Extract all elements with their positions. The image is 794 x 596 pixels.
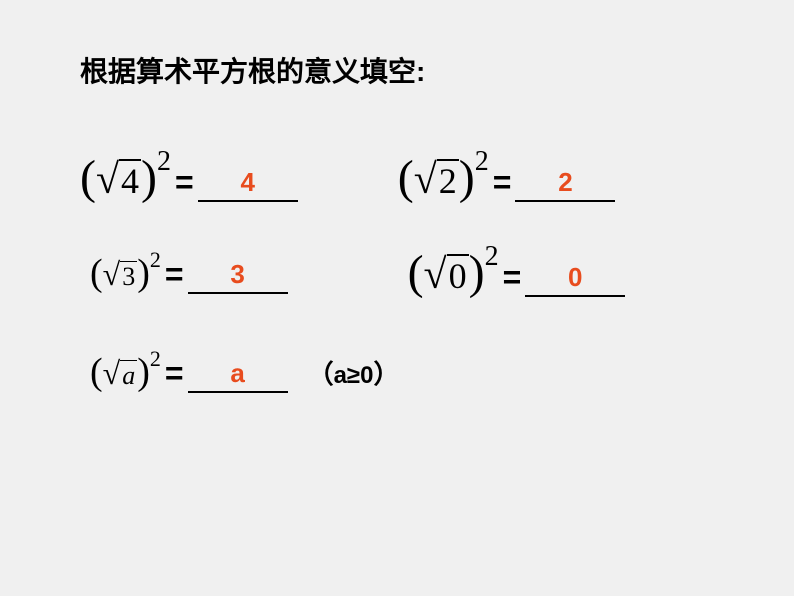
equation-4: (√0)2 = 0 — [408, 245, 626, 300]
answer-4: 0 — [568, 262, 582, 292]
equals-sign: = — [165, 355, 184, 392]
answer-5: a — [230, 358, 244, 388]
equation-3: (√3)2 = 3 — [90, 251, 288, 295]
answer-2: 2 — [558, 167, 572, 197]
radicand-5: a — [120, 360, 137, 390]
page-title: 根据算术平方根的意义填空: — [80, 50, 714, 90]
exponent-4: 2 — [485, 241, 499, 272]
radicand-4: 0 — [447, 254, 469, 296]
answer-3: 3 — [230, 259, 244, 289]
answer-blank-5: a — [188, 360, 288, 393]
radicand-3: 3 — [120, 261, 137, 291]
answer-1: 4 — [240, 167, 254, 197]
equation-row-2: (√3)2 = 3 (√0)2 = 0 — [80, 245, 714, 300]
radicand-2: 2 — [437, 159, 459, 201]
equation-5: (√a)2 = a — [90, 350, 288, 394]
exponent-3: 2 — [150, 247, 161, 272]
exponent-5: 2 — [150, 346, 161, 371]
equals-sign: = — [165, 256, 184, 293]
equation-row-1: (√4)2 = 4 (√2)2 = 2 — [80, 150, 714, 205]
answer-blank-1: 4 — [198, 169, 298, 202]
radicand-1: 4 — [119, 159, 141, 201]
equation-2: (√2)2 = 2 — [398, 150, 616, 205]
answer-blank-3: 3 — [188, 261, 288, 294]
condition-text: （a≥0） — [308, 354, 400, 391]
equation-1: (√4)2 = 4 — [80, 150, 298, 205]
exponent-2: 2 — [475, 146, 489, 177]
equals-sign: = — [175, 164, 194, 201]
exponent-1: 2 — [157, 146, 171, 177]
equals-sign: = — [493, 164, 512, 201]
equals-sign: = — [503, 259, 522, 296]
answer-blank-4: 0 — [525, 264, 625, 297]
equation-row-3: (√a)2 = a （a≥0） — [80, 350, 714, 394]
answer-blank-2: 2 — [515, 169, 615, 202]
